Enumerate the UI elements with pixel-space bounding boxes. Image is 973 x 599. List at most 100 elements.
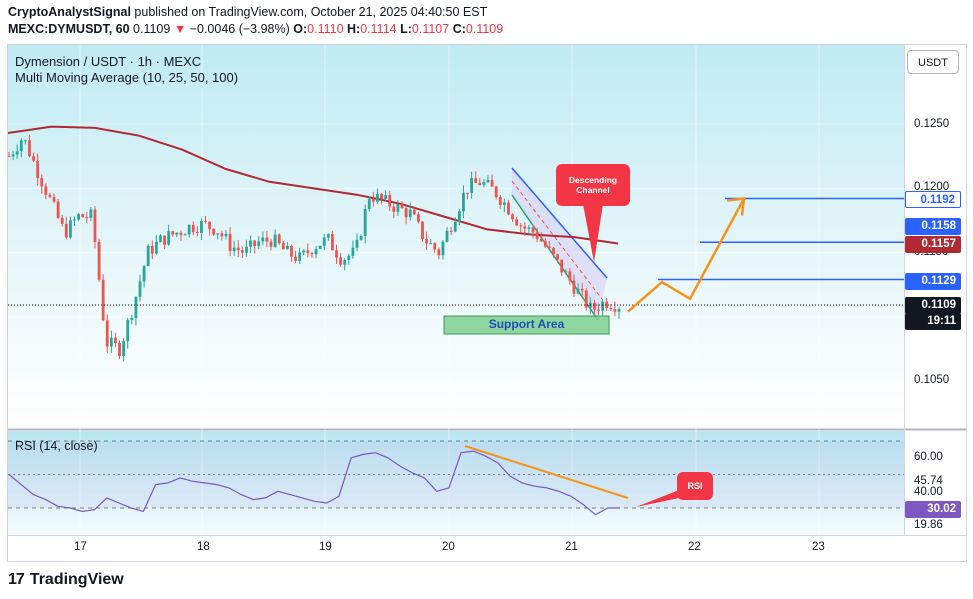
candle-body: [576, 288, 580, 294]
descending-channel-callout[interactable]: [556, 164, 630, 262]
candle-body: [253, 240, 257, 247]
author-name[interactable]: CryptoAnalystSignal: [8, 5, 131, 19]
candle-body: [15, 151, 19, 155]
candle-body: [433, 243, 437, 250]
candle-body: [429, 243, 433, 245]
price-tick-0.1050: 0.1050: [914, 374, 950, 386]
candle-body: [265, 237, 269, 242]
candle-body: [445, 230, 449, 242]
candle-body: [122, 341, 126, 357]
rsi-callout[interactable]: [636, 472, 713, 507]
candle-body: [240, 250, 244, 253]
grid-lines: [8, 45, 904, 535]
candle-body: [400, 204, 404, 209]
tradingview-logo[interactable]: 17 TradingView: [8, 571, 124, 589]
candle-body: [200, 220, 203, 233]
candle-body: [224, 233, 228, 237]
candle-body: [502, 202, 506, 205]
candle-body: [273, 234, 277, 247]
support-area-rect[interactable]: [443, 315, 610, 335]
last-price-tag: 0.1109: [905, 297, 961, 314]
candle-body: [490, 179, 494, 187]
open-value: 0.1110: [307, 22, 344, 36]
rsi-downtrend-line[interactable]: [464, 445, 629, 499]
candle-body: [609, 308, 613, 310]
candle-body: [118, 342, 121, 357]
candle-body: [101, 279, 105, 321]
candle-body: [519, 225, 523, 227]
level-tag-0.1158[interactable]: 0.1158: [905, 218, 961, 235]
candle-body: [154, 241, 158, 254]
candle-body: [384, 195, 388, 199]
candle-body: [335, 250, 338, 258]
candle-body: [482, 182, 486, 186]
callout-bubble: [556, 164, 630, 206]
candle-body: [548, 246, 551, 248]
support-area-box[interactable]: [443, 315, 610, 335]
candle-body: [89, 209, 93, 218]
candle-body: [7, 156, 11, 158]
candle-body: [535, 232, 539, 239]
descending-channel[interactable]: [511, 167, 608, 321]
channel-lower-line[interactable]: [511, 194, 599, 321]
candle-body: [376, 193, 379, 202]
candle-body: [236, 247, 240, 251]
close-label: C:: [452, 22, 466, 36]
chart-title[interactable]: Dymension / USDT · 1h · MEXC: [15, 54, 202, 69]
time-label-23: 23: [812, 541, 825, 553]
candle-body: [543, 241, 547, 247]
low-value: 0.1107: [411, 22, 450, 36]
candle-body: [257, 241, 261, 247]
candle-body: [40, 178, 44, 187]
candle-body: [457, 211, 461, 222]
down-arrow-icon: ▼: [173, 22, 187, 36]
candle-body: [421, 221, 424, 240]
callout-pointer: [583, 204, 603, 262]
time-label-19: 19: [319, 541, 332, 553]
candle-body: [613, 309, 617, 312]
close-value: 0.1109: [465, 22, 504, 36]
forecast-line[interactable]: [627, 197, 746, 313]
currency-button[interactable]: USDT: [907, 50, 959, 74]
candle-body: [175, 232, 179, 235]
candle-body: [44, 186, 48, 195]
candle-body: [388, 195, 392, 207]
level-tag-0.1129[interactable]: 0.1129: [905, 273, 961, 290]
candle-body: [605, 301, 609, 309]
candlesticks: [7, 135, 621, 362]
channel-upper-line[interactable]: [511, 167, 608, 279]
candle-body: [392, 206, 396, 212]
candle-body: [212, 228, 216, 235]
candle-body: [597, 309, 600, 311]
candle-body: [617, 309, 621, 312]
candle-body: [73, 219, 76, 221]
tradingview-mark-icon: 17: [8, 571, 25, 588]
candle-body: [511, 214, 514, 220]
rsi-plot: [8, 440, 904, 516]
candle-body: [109, 337, 113, 347]
candle-body: [331, 234, 334, 251]
candle-body: [48, 194, 52, 197]
candle-body: [60, 217, 64, 224]
rsi-current-tag: 30.02: [905, 501, 961, 518]
candle-body: [515, 219, 519, 226]
candle-body: [171, 231, 175, 235]
time-label-20: 20: [442, 541, 455, 553]
rsi-callout-pointer: [636, 490, 679, 507]
rsi-tick-45.74: 45.74: [914, 475, 943, 487]
candle-body: [69, 220, 72, 238]
descending-channel-label: Descending Channel: [568, 175, 618, 195]
rsi-trendline[interactable]: [464, 445, 629, 499]
level-tag-0.1192[interactable]: 0.1192: [905, 191, 961, 208]
indicator-legend[interactable]: Multi Moving Average (10, 25, 50, 100): [15, 70, 239, 85]
candle-body: [347, 255, 351, 260]
rsi-legend[interactable]: RSI (14, close): [15, 439, 98, 453]
candle-body: [556, 254, 559, 260]
candle-body: [359, 235, 363, 240]
candle-body: [163, 235, 166, 245]
forecast-path[interactable]: [627, 197, 746, 313]
time-label-18: 18: [197, 541, 210, 553]
candle-body: [191, 224, 195, 233]
countdown-tag: 19:11: [905, 313, 961, 330]
